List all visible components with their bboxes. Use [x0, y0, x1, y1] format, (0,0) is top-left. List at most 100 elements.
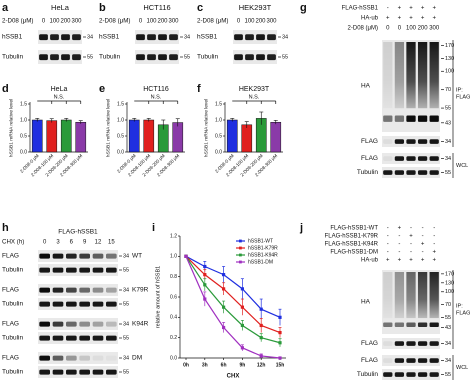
marker-label: 43 — [445, 325, 451, 331]
lane-label: 0 — [42, 19, 46, 25]
point — [278, 341, 282, 345]
marker-label: 55 — [123, 335, 129, 341]
treatment-label: 2-D08 (μM) — [99, 18, 130, 25]
lane-label: - — [433, 234, 435, 240]
blot-band — [66, 267, 77, 273]
marker-label: 43 — [445, 120, 451, 126]
blot-band — [61, 54, 70, 61]
series-line — [185, 256, 281, 344]
row-label: FLAG — [361, 357, 378, 364]
blot-band — [429, 115, 439, 122]
lane-label: 15 — [108, 240, 115, 246]
blot-band — [234, 34, 243, 41]
blot-band — [92, 267, 104, 273]
blot-title: HCT116 — [143, 3, 170, 12]
marker-label: 55 — [184, 54, 190, 60]
blot-band — [417, 156, 428, 161]
condition-label: HA-ub — [361, 16, 379, 22]
blot-smear — [394, 272, 405, 319]
series-line — [185, 255, 281, 334]
lane-label: - — [398, 242, 400, 248]
marker-label: 34 — [123, 253, 129, 259]
marker-label: 55 — [445, 106, 451, 112]
y-tick-label: 0.5 — [20, 133, 27, 139]
blot-band — [79, 355, 90, 361]
row-label: hSSB1 — [99, 34, 120, 41]
legend-label: hSSB1-WT — [248, 238, 273, 244]
blot-band — [106, 267, 117, 273]
blot-band — [417, 322, 428, 327]
blot-band — [417, 341, 428, 346]
annotation: N.S. — [249, 94, 260, 100]
ip-label: FLAG — [456, 310, 470, 316]
blot-band — [429, 341, 439, 346]
blot-band — [79, 301, 90, 307]
marker-label: 34 — [123, 321, 129, 327]
blot-band — [52, 301, 64, 307]
y-tick-label: 0.8 — [170, 274, 177, 280]
group-label: K94R — [132, 321, 149, 328]
row-label: Tubulin — [357, 169, 378, 176]
lane-label: 3 — [56, 240, 60, 246]
x-axis-label: CHX — [227, 374, 240, 380]
row-label: Tubulin — [357, 371, 378, 378]
blot-band — [417, 170, 428, 175]
marker-label: 34 — [445, 341, 451, 347]
blot-band — [267, 34, 276, 41]
blot-band — [79, 267, 90, 273]
blot-background — [38, 264, 118, 276]
blot-band — [92, 369, 104, 375]
blot-band — [383, 372, 393, 377]
lane-label: 0 — [43, 240, 47, 246]
legend-marker — [239, 253, 242, 257]
blot-band — [106, 356, 117, 361]
marker-label: 34 — [445, 156, 451, 162]
marker-label: 34 — [184, 34, 190, 40]
point — [222, 305, 226, 309]
blot-band — [429, 139, 439, 144]
bar — [46, 120, 58, 153]
row-label: Tubulin — [2, 54, 23, 61]
blot-band — [406, 372, 416, 377]
y-tick-label: 0.6 — [170, 294, 177, 300]
blot-band — [256, 34, 265, 41]
row-label: hSSB1 — [2, 34, 23, 41]
lane-label: - — [410, 250, 412, 256]
blot-band — [39, 355, 50, 361]
lane-label: - — [387, 242, 389, 248]
point — [278, 315, 282, 319]
blot-band — [394, 358, 405, 363]
marker-label: 55 — [282, 54, 288, 60]
lane-label: + — [398, 6, 402, 12]
lane-label: 0 — [398, 26, 402, 32]
marker-label: 100 — [445, 289, 454, 295]
marker-label: 130 — [445, 280, 454, 286]
lane-label: + — [386, 16, 390, 22]
x-tick-label: 15h — [276, 362, 285, 368]
blot-band — [429, 358, 439, 363]
blot-background — [38, 30, 82, 44]
lane-label: 100 — [146, 19, 157, 25]
blot-band — [52, 253, 64, 259]
point — [259, 307, 263, 311]
row-label: Tubulin — [99, 54, 120, 61]
y-tick-label: 0.0 — [170, 355, 177, 361]
marker-label: 130 — [445, 56, 454, 62]
blot-band — [66, 301, 77, 307]
lane-label: - — [422, 226, 424, 232]
point — [240, 346, 244, 350]
blot-band — [417, 358, 428, 363]
lane-label: - — [410, 242, 412, 248]
blot-band — [394, 115, 405, 122]
legend-label: hSSB1-K94R — [248, 252, 278, 258]
marker-label: 55 — [123, 369, 129, 375]
blot-band — [52, 287, 64, 293]
row-label: FLAG — [361, 155, 378, 162]
bar — [143, 119, 155, 153]
blot-band — [136, 54, 145, 61]
blot-background — [135, 50, 179, 64]
blot-band — [79, 253, 90, 259]
blot-band — [39, 267, 50, 273]
lane-label: + — [421, 242, 425, 248]
blot-band — [383, 139, 393, 144]
